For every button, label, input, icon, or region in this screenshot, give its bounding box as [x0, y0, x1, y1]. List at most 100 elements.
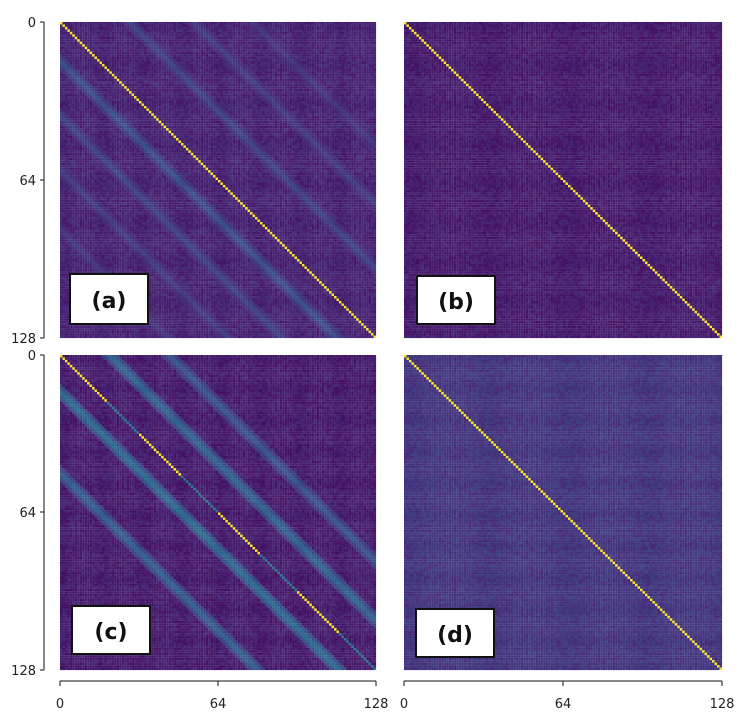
heatmap-cell	[356, 24, 359, 27]
heatmap-cell	[90, 47, 93, 50]
heatmap-cell	[109, 27, 112, 30]
heatmap-cell	[302, 32, 305, 35]
heatmap-cell	[265, 37, 268, 40]
heatmap-cell	[233, 22, 236, 25]
heatmap-cell	[245, 37, 248, 40]
heatmap-cell	[60, 49, 63, 52]
heatmap-cell	[339, 32, 342, 35]
heatmap-cell	[137, 24, 140, 27]
heatmap-cell	[134, 39, 137, 42]
heatmap-cell	[324, 29, 327, 32]
heatmap-cell	[322, 37, 325, 40]
heatmap-cell	[349, 39, 352, 42]
heatmap-cell	[337, 37, 340, 40]
heatmap-cell	[75, 49, 78, 52]
heatmap-cell	[183, 27, 186, 30]
heatmap-cell	[114, 47, 117, 50]
heatmap-cell	[218, 24, 221, 27]
heatmap-cell	[85, 22, 88, 25]
heatmap-cell	[248, 29, 251, 32]
heatmap-cell	[344, 47, 347, 50]
heatmap-cell	[270, 37, 273, 40]
heatmap-cell	[139, 39, 142, 42]
heatmap-cell	[260, 34, 263, 37]
heatmap-cell	[80, 22, 83, 25]
heatmap-cell	[60, 39, 63, 42]
heatmap-cell	[198, 39, 201, 42]
heatmap-cell	[344, 52, 347, 55]
heatmap-cell	[67, 39, 70, 42]
heatmap-cell	[112, 39, 115, 42]
heatmap-cell	[220, 39, 223, 42]
heatmap-cell	[341, 47, 344, 50]
heatmap-cell	[169, 42, 172, 45]
heatmap-cell	[149, 29, 152, 32]
heatmap-cell	[332, 44, 335, 47]
heatmap-cell	[297, 37, 300, 40]
heatmap-cell	[280, 44, 283, 47]
heatmap-cell	[356, 52, 359, 55]
heatmap-cell	[248, 39, 251, 42]
heatmap-cell	[250, 52, 253, 55]
heatmap-cell	[230, 29, 233, 32]
heatmap-cell	[295, 52, 298, 55]
heatmap-cell	[191, 44, 194, 47]
heatmap-cell	[77, 52, 80, 55]
heatmap-cell	[351, 47, 354, 50]
heatmap-cell	[97, 24, 100, 27]
heatmap-cell	[80, 27, 83, 30]
heatmap-cell	[349, 24, 352, 27]
heatmap-cell	[114, 37, 117, 40]
heatmap-cell	[112, 34, 115, 37]
heatmap-cell	[262, 29, 265, 32]
heatmap-cell	[332, 39, 335, 42]
heatmap-cell	[272, 52, 275, 55]
heatmap-cell	[341, 24, 344, 27]
heatmap-cell	[124, 29, 127, 32]
heatmap-cell	[149, 24, 152, 27]
heatmap-cell	[196, 22, 199, 25]
heatmap-cell	[349, 32, 352, 35]
heatmap-cell	[351, 29, 354, 32]
heatmap-cell	[337, 27, 340, 30]
heatmap-cell	[260, 39, 263, 42]
heatmap-cell	[191, 49, 194, 52]
heatmap-cell	[70, 27, 73, 30]
heatmap-cell	[220, 34, 223, 37]
heatmap-cell	[129, 22, 132, 25]
heatmap-cell	[82, 34, 85, 37]
heatmap-cell	[262, 22, 265, 25]
heatmap-cell	[374, 29, 377, 32]
heatmap-cell	[67, 49, 70, 52]
heatmap-cell	[154, 39, 157, 42]
heatmap-cell	[119, 32, 122, 35]
heatmap-cell	[181, 42, 184, 45]
heatmap-cell	[260, 32, 263, 35]
heatmap-cell	[277, 29, 280, 32]
heatmap-cell	[285, 39, 288, 42]
heatmap-cell	[166, 42, 169, 45]
heatmap-cell	[302, 34, 305, 37]
heatmap-cell	[75, 34, 78, 37]
heatmap-cell	[151, 47, 154, 50]
heatmap-cell	[124, 27, 127, 30]
heatmap-cell	[371, 52, 374, 55]
heatmap-cell	[314, 42, 317, 45]
heatmap-cell	[161, 34, 164, 37]
heatmap-cell	[149, 32, 152, 35]
heatmap-cell	[324, 52, 327, 55]
heatmap-cell	[75, 24, 78, 27]
heatmap-cell	[114, 49, 117, 52]
heatmap-cell	[193, 24, 196, 27]
heatmap-cell	[341, 49, 344, 52]
heatmap-cell	[304, 39, 307, 42]
heatmap-cell	[324, 42, 327, 45]
heatmap-cell	[280, 34, 283, 37]
heatmap-cell	[248, 32, 251, 35]
heatmap-cell	[302, 37, 305, 40]
heatmap-cell	[198, 34, 201, 37]
heatmap-cell	[265, 32, 268, 35]
heatmap-cell	[295, 27, 298, 30]
heatmap-cell	[176, 52, 179, 55]
heatmap-cell	[183, 49, 186, 52]
